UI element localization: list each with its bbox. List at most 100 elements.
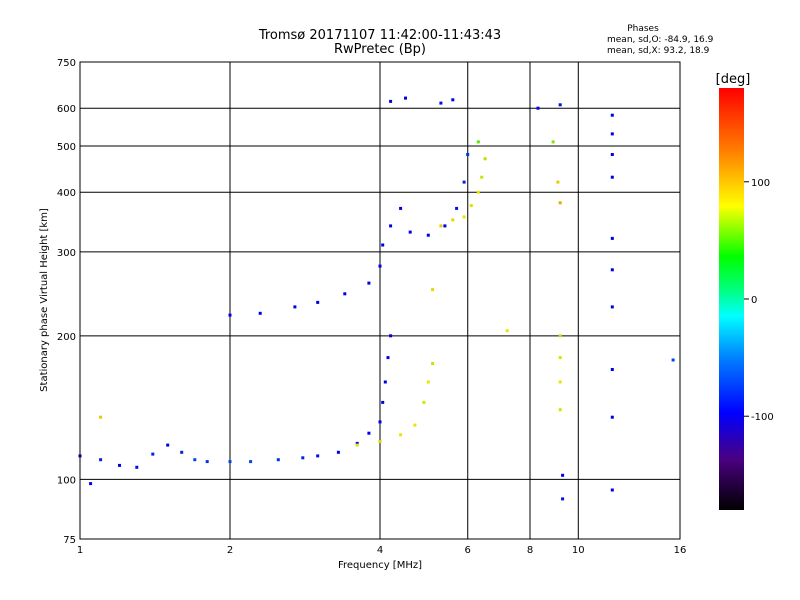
- data-point: [399, 433, 403, 437]
- data-point: [389, 99, 393, 103]
- data-point: [610, 305, 614, 309]
- data-point: [476, 140, 480, 144]
- data-point: [443, 224, 447, 228]
- data-point: [610, 488, 614, 492]
- data-point: [413, 423, 417, 427]
- x-tick-label: 2: [227, 545, 233, 556]
- data-point: [166, 443, 170, 447]
- data-point: [451, 218, 455, 222]
- x-tick-label: 8: [527, 545, 533, 556]
- x-tick-label: 10: [572, 545, 585, 556]
- data-point: [367, 281, 371, 285]
- data-point: [462, 180, 466, 184]
- data-point: [610, 268, 614, 272]
- data-point: [610, 113, 614, 117]
- data-point: [426, 380, 430, 384]
- phases-x-line: mean, sd,X: 93.2, 18.9: [607, 46, 710, 56]
- data-point: [451, 98, 455, 102]
- data-point: [558, 380, 562, 384]
- data-point: [551, 140, 555, 144]
- data-point: [558, 334, 562, 338]
- data-points: [78, 96, 675, 501]
- data-point: [151, 452, 155, 456]
- y-tick-label: 500: [57, 142, 76, 153]
- data-point: [293, 305, 297, 309]
- data-point: [556, 180, 560, 184]
- data-point: [336, 450, 340, 454]
- x-tick-label: 16: [674, 545, 687, 556]
- data-point: [378, 420, 382, 424]
- data-point: [505, 329, 509, 333]
- data-point: [343, 292, 347, 296]
- data-point: [455, 206, 459, 210]
- data-point: [228, 313, 232, 317]
- data-point: [610, 153, 614, 156]
- data-point: [422, 400, 426, 404]
- data-point: [483, 157, 487, 161]
- y-tick-label: 750: [57, 58, 76, 69]
- data-point: [404, 96, 407, 100]
- data-point: [383, 380, 387, 384]
- data-point: [561, 473, 565, 477]
- data-point: [536, 106, 540, 110]
- data-point: [462, 215, 466, 219]
- y-tick-label: 75: [63, 535, 76, 546]
- data-point: [249, 460, 253, 464]
- data-point: [610, 236, 614, 240]
- y-tick-label: 100: [57, 475, 76, 486]
- chart-title: Tromsø 20171107 11:42:00-11:43:43: [258, 28, 501, 43]
- data-point: [135, 465, 139, 469]
- data-point: [558, 356, 562, 360]
- phases-o-line: mean, sd,O: -84.9, 16.9: [607, 35, 714, 45]
- colorbar-tick-label: -100: [751, 412, 774, 423]
- chart-subtitle: RwPretec (Bp): [334, 42, 426, 57]
- data-point: [381, 243, 385, 247]
- data-point: [439, 224, 443, 228]
- data-point: [610, 415, 614, 419]
- data-point: [89, 482, 93, 486]
- colorbar-tick-label: 100: [751, 178, 770, 189]
- data-point: [558, 103, 562, 107]
- colorbar: [719, 88, 744, 510]
- data-point: [381, 400, 385, 404]
- data-point: [558, 201, 562, 205]
- data-point: [671, 358, 675, 362]
- data-point: [301, 456, 305, 460]
- data-point: [431, 288, 435, 292]
- y-tick-label: 300: [57, 248, 76, 259]
- data-point: [180, 450, 184, 454]
- data-point: [610, 132, 614, 136]
- x-axis-label: Frequency [MHz]: [338, 560, 422, 571]
- data-point: [610, 175, 614, 179]
- data-point: [561, 497, 565, 501]
- y-tick-labels: 75 100 200 300 400 500 600 750: [57, 58, 76, 546]
- x-tick-labels: 1 2 4 6 8 10 16: [77, 545, 687, 556]
- data-point: [610, 368, 614, 371]
- data-point: [558, 408, 562, 412]
- data-point: [426, 233, 430, 237]
- data-point: [258, 311, 262, 315]
- data-point: [355, 441, 359, 445]
- data-point: [99, 415, 103, 419]
- data-point: [316, 300, 320, 304]
- data-point: [389, 334, 393, 338]
- x-tick-label: 4: [377, 545, 383, 556]
- data-point: [228, 460, 232, 464]
- data-point: [205, 460, 209, 464]
- data-point: [378, 440, 382, 444]
- y-tick-label: 200: [57, 332, 76, 343]
- data-point: [389, 224, 393, 228]
- data-point: [276, 458, 280, 462]
- data-point: [99, 458, 103, 462]
- data-point: [408, 230, 412, 234]
- x-tick-label: 1: [77, 545, 83, 556]
- phases-heading: Phases: [627, 24, 659, 34]
- colorbar-label: [deg]: [716, 72, 751, 87]
- data-point: [118, 463, 121, 467]
- data-point: [480, 175, 484, 179]
- x-tick-label: 6: [465, 545, 471, 556]
- data-point: [466, 153, 470, 156]
- data-point: [316, 454, 320, 458]
- colorbar-tick-label: 0: [751, 295, 757, 306]
